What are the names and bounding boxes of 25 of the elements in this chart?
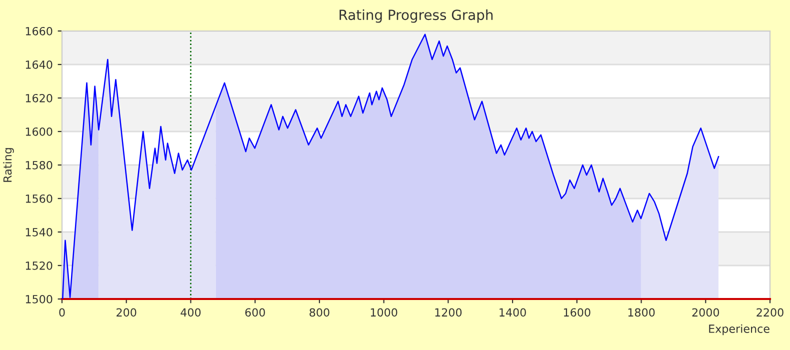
x-tick-label: 400: [180, 308, 201, 317]
chart-title: Rating Progress Graph: [340, 9, 493, 23]
x-tick-label: 600: [245, 308, 265, 317]
x-tick-label: 1200: [435, 308, 462, 317]
x-tick-label: 1800: [628, 308, 655, 317]
y-tick-label: 1660: [26, 26, 52, 36]
x-tick-label: 1400: [500, 308, 526, 317]
line-series: [62, 34, 720, 299]
x-tick-label: 2000: [692, 308, 720, 317]
y-tick-label: 1540: [26, 228, 52, 236]
y-tick-label: 1520: [26, 261, 52, 270]
x-tick-label: 1600: [564, 308, 590, 317]
y-tick-label: 1580: [26, 160, 52, 170]
x-tick-label: 200: [116, 308, 136, 317]
y-tick-label: 1500: [26, 294, 52, 304]
y-tick-label: 1560: [26, 194, 52, 203]
x-tick-label: 2200: [756, 308, 784, 317]
y-tick-label: 1620: [26, 94, 52, 102]
x-axis-title: Experience: [709, 324, 770, 336]
y-tick-label: 1640: [26, 60, 52, 69]
y-axis-title: Rating: [3, 148, 14, 182]
x-tick-label: 1000: [370, 308, 398, 317]
y-tick-label: 1600: [26, 127, 52, 136]
x-tick-label: 0: [59, 308, 65, 317]
x-tick-label: 800: [310, 308, 330, 317]
